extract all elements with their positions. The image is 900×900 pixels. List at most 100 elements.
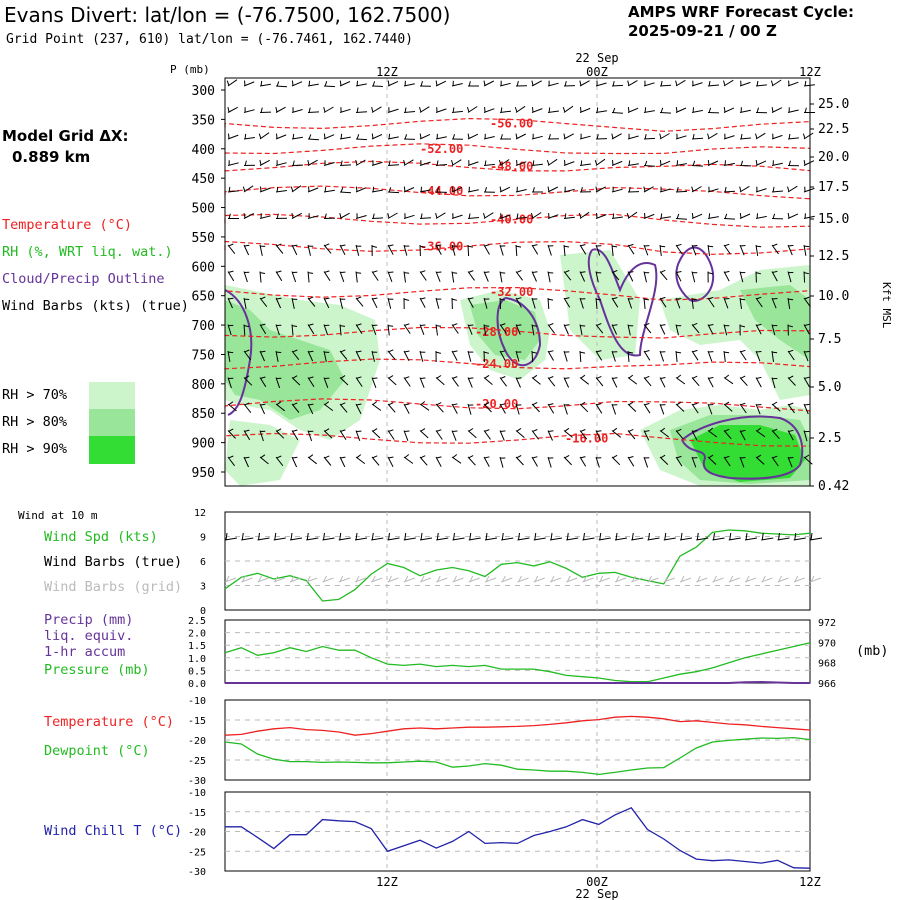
wind-barb bbox=[483, 107, 495, 113]
wind-barb-staff bbox=[691, 137, 704, 140]
wind-barb bbox=[595, 297, 602, 310]
wind-barb-feather bbox=[452, 134, 455, 140]
wind-barb-staff bbox=[595, 214, 607, 219]
wind-barb bbox=[739, 297, 746, 309]
wind-barb bbox=[355, 134, 368, 141]
wind-barb-feather bbox=[484, 187, 487, 193]
wind-barb-staff bbox=[547, 186, 559, 193]
wind-barb bbox=[803, 323, 810, 335]
wind-barb-10m bbox=[777, 532, 790, 541]
wind-barb-grid bbox=[696, 575, 708, 583]
wind-barb bbox=[403, 186, 415, 193]
wind-barb bbox=[547, 323, 555, 334]
wind-barb bbox=[579, 456, 587, 467]
wind-barb-10m bbox=[468, 532, 481, 541]
wind-barb-feather bbox=[755, 272, 762, 275]
wind-barb-staff bbox=[579, 456, 587, 467]
wind-barb-feather bbox=[675, 80, 678, 86]
wind-barb-feather bbox=[580, 271, 586, 273]
wind-barb bbox=[787, 160, 800, 167]
wind-barb bbox=[547, 186, 559, 193]
wind-barb bbox=[435, 80, 447, 87]
rh-region bbox=[740, 285, 810, 360]
wind-barb-feather bbox=[564, 377, 570, 379]
wind-barb bbox=[515, 377, 522, 388]
wind-barb-10m-feather bbox=[485, 532, 488, 541]
wind-barb-feather bbox=[724, 374, 730, 379]
wind-barb-feather bbox=[611, 133, 614, 139]
temperature-contour-label: -32.00 bbox=[490, 285, 533, 299]
kft-tick-label: 17.5 bbox=[818, 180, 849, 195]
time-tick-label-top: 12Z bbox=[799, 65, 821, 79]
wind-barb bbox=[547, 376, 556, 387]
wind-barb bbox=[291, 107, 303, 113]
wind-barb bbox=[259, 350, 266, 362]
wind-barb-staff bbox=[579, 211, 590, 219]
wind-barb-10m-staff bbox=[663, 537, 676, 541]
wind-barb bbox=[739, 402, 747, 414]
wind-barb-feather bbox=[644, 133, 647, 140]
pressure-tick-label: 850 bbox=[192, 407, 215, 422]
wind-barb-staff bbox=[403, 244, 408, 256]
wind-barb-feather bbox=[628, 401, 634, 406]
wind-barb-10m bbox=[761, 532, 774, 541]
wind-barb bbox=[675, 324, 682, 336]
wind-barb bbox=[227, 350, 234, 362]
wind-barb bbox=[451, 107, 463, 113]
legend-rh90: RH > 90% bbox=[2, 441, 68, 457]
wind-barb-staff bbox=[547, 403, 555, 414]
wind-barb-grid bbox=[371, 575, 383, 583]
temperature-contour bbox=[224, 185, 811, 200]
wind-barb bbox=[371, 186, 383, 193]
wind-barb bbox=[291, 456, 298, 468]
wind-barb-10m-feather bbox=[761, 532, 764, 541]
wind-barb-feather bbox=[500, 403, 506, 406]
wind-barb-staff bbox=[691, 186, 702, 193]
legend-wind-barbs-grid: Wind Barbs (grid) bbox=[44, 579, 183, 595]
wind-barb-staff bbox=[691, 82, 703, 87]
wind-barb-staff bbox=[627, 271, 634, 282]
legend-pressure: Pressure (mb) bbox=[44, 662, 150, 678]
wind-barb-feather bbox=[452, 430, 458, 432]
legend-wind-chill: Wind Chill T (°C) bbox=[44, 823, 183, 839]
wind-barb-feather bbox=[452, 454, 458, 458]
wind-barb-feather bbox=[403, 159, 406, 166]
wind-barb-feather bbox=[756, 245, 762, 248]
wind-barb bbox=[611, 244, 618, 256]
wind-barb-staff bbox=[547, 324, 555, 334]
wind-barb-feather bbox=[756, 454, 762, 459]
wind-barb-10m bbox=[744, 532, 758, 541]
wind-barb-feather bbox=[596, 107, 599, 113]
wind-barb bbox=[675, 271, 682, 282]
wind-barb-staff bbox=[595, 456, 600, 468]
wind-barb-feather bbox=[276, 186, 279, 192]
wind-barb-feather bbox=[660, 80, 663, 86]
wind-barb-staff bbox=[419, 430, 429, 439]
wind-barb-10m bbox=[371, 532, 384, 541]
wind-barb-staff bbox=[483, 403, 492, 413]
wind-barb-staff bbox=[739, 244, 745, 256]
wind-barb-staff bbox=[339, 164, 352, 166]
wind-barb bbox=[275, 377, 282, 389]
wind-barb-feather bbox=[484, 244, 490, 247]
wind-barb-staff bbox=[803, 324, 810, 335]
wind-barb-staff bbox=[499, 350, 506, 361]
model-grid-value: 0.889 km bbox=[12, 148, 91, 166]
wind-barb-staff bbox=[787, 377, 796, 386]
wind-barb-feather bbox=[612, 427, 618, 432]
wind-barb-staff bbox=[611, 133, 622, 140]
wind-barb-feather bbox=[355, 159, 358, 166]
wind-barb-staff bbox=[803, 271, 806, 283]
wind-barb-staff bbox=[355, 456, 366, 465]
wind-barb-feather bbox=[788, 402, 794, 406]
wind-barb-staff bbox=[307, 403, 314, 415]
wind-barb bbox=[371, 81, 384, 87]
wind-barb-10m-feather bbox=[241, 532, 244, 541]
wind-barb-staff bbox=[579, 350, 582, 363]
wind-barb-feather bbox=[340, 160, 343, 166]
wind-barb-staff bbox=[611, 160, 623, 166]
wind-barb bbox=[643, 375, 652, 387]
wind-barb bbox=[739, 456, 746, 468]
wind-barb-feather bbox=[516, 324, 522, 326]
wind-barb-10m-feather bbox=[453, 532, 455, 541]
